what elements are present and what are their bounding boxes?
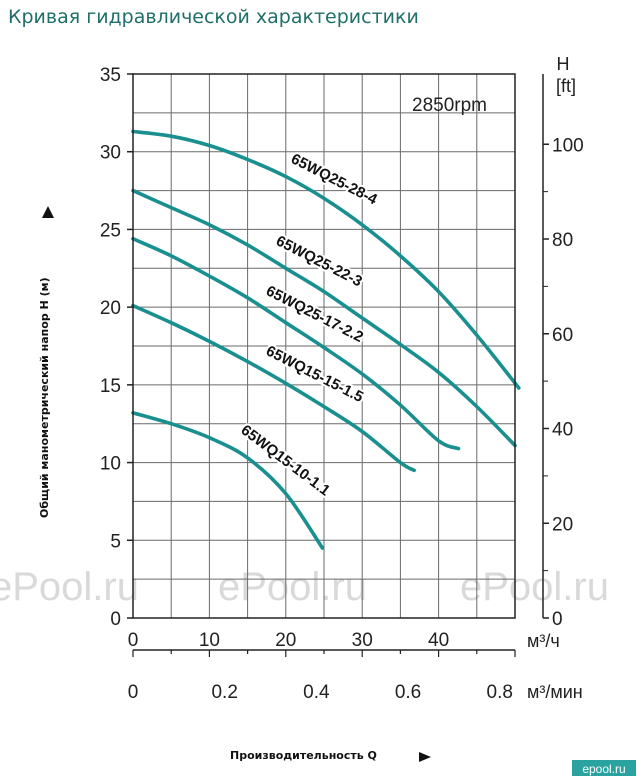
x-m3h-tick-label: 40 xyxy=(428,630,449,651)
left-tick-label: 10 xyxy=(100,454,121,475)
x-m3min-tick-label: 0.6 xyxy=(395,682,421,703)
series-label-65WQ25-28-4: 65WQ25-28-4 xyxy=(288,150,380,208)
left-tick-label: 30 xyxy=(100,143,121,164)
series-line-65WQ25-28-4 xyxy=(131,129,521,390)
x-axis-m3min-ticks: 0 0.2 0.4 0.6 0.8 xyxy=(128,682,513,703)
right-tick-label: 20 xyxy=(552,514,573,535)
right-tick-label: 40 xyxy=(552,420,573,441)
watermark-left: ePool.ru xyxy=(0,565,139,609)
series-layer: 65WQ25-28-4 65WQ25-22-365WQ25-17-2.265WQ1… xyxy=(131,129,521,550)
x-axis-m3min-unit: м³/мин xyxy=(527,682,583,702)
series-label-65WQ15-15-1.5: 65WQ15-15-1.5 xyxy=(263,342,366,406)
x-axis-title: Производительность Q xyxy=(230,749,377,762)
watermark-center: ePool.ru xyxy=(218,565,367,609)
x-m3min-tick-label: 0.2 xyxy=(211,682,237,703)
right-tick-label: 0 xyxy=(552,609,563,630)
series-label-65WQ25-17-2.2: 65WQ25-17-2.2 xyxy=(263,282,366,346)
watermark-right: ePool.ru xyxy=(460,565,609,609)
logo-badge xyxy=(572,760,636,776)
right-tick-label: 100 xyxy=(552,135,584,156)
x-m3min-tick-label: 0.8 xyxy=(487,682,513,703)
y-axis-title: Общий манометрический напор H (м) xyxy=(38,277,51,518)
right-tick-label: 60 xyxy=(552,325,573,346)
series-line-65WQ25-17-2.2 xyxy=(131,236,461,451)
x-m3h-tick-label: 30 xyxy=(352,630,373,651)
right-axis-ticks: 100 80 60 40 20 0 xyxy=(543,135,584,630)
right-axis-unit-h: H xyxy=(557,54,570,74)
left-tick-label: 25 xyxy=(100,220,121,241)
left-axis-ticks: 35 30 25 20 15 10 5 0 xyxy=(100,65,133,630)
x-m3h-tick-label: 20 xyxy=(275,630,296,651)
right-tick-label: 80 xyxy=(552,230,573,251)
page-title: Кривая гидравлической характеристики xyxy=(8,6,419,28)
x-axis-m3h-unit: м³/ч xyxy=(527,631,560,651)
left-tick-label: 5 xyxy=(110,531,121,552)
series-line-65WQ25-22-3 xyxy=(131,188,517,448)
left-tick-label: 20 xyxy=(100,298,121,319)
series-line-65WQ15-15-1.5 xyxy=(131,303,416,473)
logo-text: epool.ru xyxy=(582,762,625,776)
y-axis-arrow-icon xyxy=(42,206,54,218)
left-tick-label: 15 xyxy=(100,376,121,397)
x-m3h-tick-label: 10 xyxy=(199,630,220,651)
plot-frame xyxy=(132,73,516,619)
grid xyxy=(133,74,515,618)
x-axis-arrow-icon xyxy=(419,752,431,762)
series-label-65WQ25-22-3: 65WQ25-22-3 xyxy=(273,232,365,290)
x-m3min-tick-label: 0.4 xyxy=(303,682,330,703)
series-line-65WQ15-10-1.1 xyxy=(131,411,325,550)
x-m3min-tick-label: 0 xyxy=(128,682,139,703)
left-tick-label: 35 xyxy=(100,65,121,86)
x-m3h-tick-label: 0 xyxy=(128,630,139,651)
speed-label: 2850rpm xyxy=(412,95,487,116)
left-tick-label: 0 xyxy=(110,609,121,630)
x-axis-m3h-ticks: 0 10 20 30 40 xyxy=(128,630,516,657)
right-axis-unit-ft: [ft] xyxy=(556,76,576,96)
